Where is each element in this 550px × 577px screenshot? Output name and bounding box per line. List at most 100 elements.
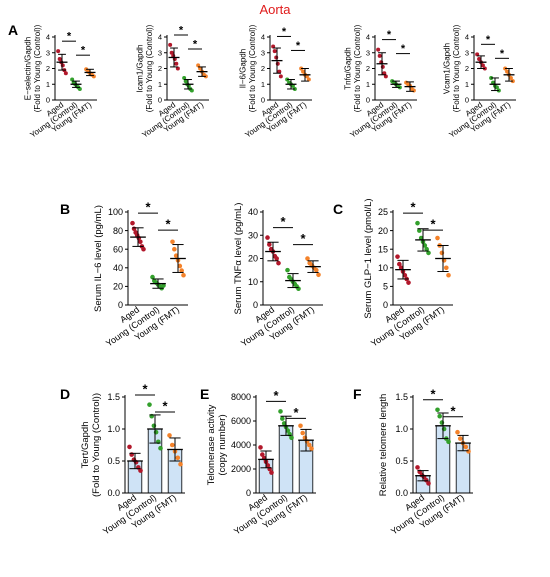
y-axis-label: Vcam1/Gapdh(Fold to Young (Control)): [442, 24, 461, 112]
y-axis-label-line: Serum TNFα level (pg/mL): [233, 203, 244, 315]
data-point-aged: [477, 57, 482, 62]
y-tick-label: 20: [378, 226, 388, 236]
data-point-young-fmt: [170, 239, 175, 245]
y-tick-label: 3: [46, 48, 50, 57]
data-point-aged: [406, 280, 411, 285]
y-tick-label: 8000: [231, 392, 251, 402]
data-point-aged: [169, 50, 174, 55]
data-point-young-control: [183, 79, 188, 84]
y-tick-label: 0: [383, 300, 388, 310]
data-point-young-control: [289, 435, 294, 441]
data-point-young-fmt: [196, 63, 201, 68]
data-point-aged: [265, 463, 271, 468]
significance-star: *: [486, 34, 491, 46]
y-axis-label-line: Il−6/Gapdh: [238, 49, 247, 88]
y-tick-label: 0.5: [107, 456, 120, 466]
data-point-aged: [168, 42, 173, 47]
data-point-young-fmt: [316, 272, 321, 278]
chart-panel-2: 0 1 2 3 4 Icam1/Gapdh(Fold to Young (Control)…: [135, 24, 209, 140]
data-point-young-fmt: [175, 455, 181, 461]
y-axis-label-line: Tnfα/Gapdh: [343, 47, 352, 89]
significance-star: *: [145, 200, 151, 215]
data-point-young-fmt: [298, 423, 303, 429]
data-point-young-control: [189, 88, 194, 93]
data-point-young-control: [437, 413, 443, 419]
y-tick-label: 1.5: [395, 392, 408, 402]
panel-letter: D: [60, 386, 70, 402]
chart-panel-4: 0 1 2 3 4 Tnfα/Gapdh(Fold to Young (Control))…: [343, 24, 417, 140]
data-point-young-control: [161, 283, 166, 288]
y-tick-label: 0: [253, 300, 258, 310]
data-point-young-fmt: [305, 256, 310, 261]
data-point-young-control: [77, 86, 82, 91]
data-point-young-fmt: [91, 74, 96, 79]
y-tick-label: 2: [366, 64, 370, 73]
y-axis-label-line: (Fold to Young (Control)): [33, 24, 42, 112]
significance-star: *: [500, 48, 505, 60]
y-tick-label: 4000: [231, 440, 251, 450]
y-axis-label: Tert/Gapdh(Fold to Young (Control)): [80, 393, 102, 497]
y-tick-label: 1: [465, 80, 469, 89]
data-point-young-control: [494, 85, 499, 90]
chart-panel-9: 0.0 0.5 1.0 1.5 Tert/Gapdh(Fold to Young (Co…: [80, 382, 185, 537]
significance-star: *: [67, 31, 72, 43]
y-tick-label: 4: [46, 33, 50, 42]
y-tick-label: 1.0: [395, 424, 408, 434]
y-tick-label: 25: [378, 207, 388, 217]
data-point-aged: [277, 69, 282, 74]
data-point-aged: [395, 254, 400, 259]
panel-letter: F: [353, 386, 362, 402]
chart-panel-1: 0 1 2 3 4 E−selectin/Gapdh(Fold to Young (Con…: [23, 24, 97, 140]
data-point-young-fmt: [457, 436, 463, 441]
data-point-aged: [480, 63, 485, 68]
y-tick-label: 0: [366, 96, 370, 105]
data-point-young-control: [422, 243, 428, 248]
data-point-aged: [275, 61, 280, 66]
data-point-young-fmt: [172, 246, 177, 252]
data-point-aged: [258, 445, 263, 450]
y-axis-label-line: Serum IL−6 level (pg/mL): [93, 205, 104, 312]
panel-letter: A: [8, 22, 18, 38]
figure-title: Aorta: [259, 2, 291, 17]
y-tick-label: 60: [113, 244, 123, 254]
data-point-aged: [278, 74, 283, 79]
y-tick-label: 0: [118, 300, 123, 310]
panel-letter: C: [333, 201, 343, 217]
y-axis-label: Tnfα/Gapdh(Fold to Young (Control)): [343, 24, 362, 112]
y-tick-label: 1.0: [107, 424, 120, 434]
data-point-young-control: [415, 220, 420, 226]
y-tick-label: 4: [261, 33, 265, 42]
y-axis-label-line: (copy number): [217, 414, 228, 475]
data-point-young-control: [435, 407, 440, 413]
data-point-aged: [272, 49, 277, 54]
data-point-aged: [415, 465, 420, 470]
data-point-aged: [138, 468, 143, 473]
y-tick-label: 4: [158, 33, 162, 42]
y-tick-label: 40: [113, 263, 123, 273]
significance-star: *: [430, 386, 436, 401]
data-point-aged: [382, 71, 387, 76]
data-point-young-fmt: [167, 433, 172, 438]
y-tick-label: 80: [113, 226, 123, 236]
significance-star: *: [179, 25, 184, 37]
data-point-aged: [383, 74, 388, 79]
y-axis-label: Serum GLP−1 level (pmol/L): [363, 198, 374, 318]
y-axis-label-line: Icam1/Gapdh: [135, 44, 144, 92]
significance-star: *: [280, 214, 286, 229]
data-point-young-control: [147, 402, 152, 407]
significance-star: *: [142, 382, 148, 397]
data-point-young-control: [285, 267, 290, 273]
data-point-young-fmt: [307, 442, 312, 448]
y-tick-label: 100: [108, 207, 123, 217]
data-point-young-control: [446, 439, 451, 445]
data-point-young-control: [439, 420, 445, 425]
y-axis-label-line: Serum GLP−1 level (pmol/L): [363, 198, 374, 318]
data-point-young-control: [150, 274, 155, 280]
data-point-aged: [377, 53, 382, 58]
significance-star: *: [300, 231, 306, 246]
data-point-aged: [260, 452, 265, 457]
data-point-young-control: [426, 250, 431, 256]
y-tick-label: 2: [158, 64, 162, 73]
significance-star: *: [193, 39, 198, 51]
